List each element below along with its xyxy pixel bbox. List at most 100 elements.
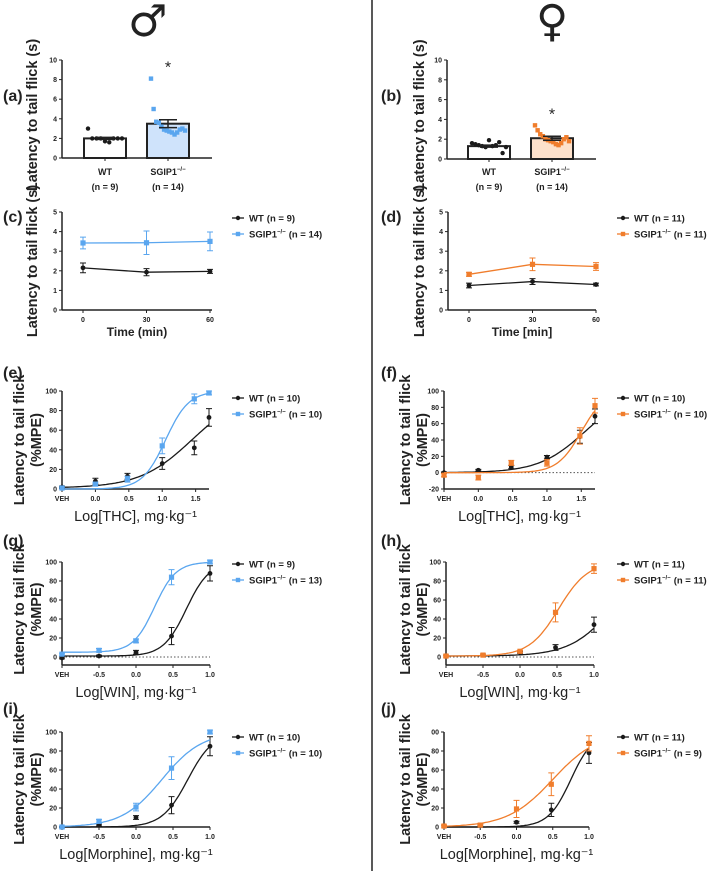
data-point: [148, 76, 154, 81]
female-symbol: ♀: [536, 0, 569, 47]
data-point: [207, 571, 213, 576]
legend-marker: [235, 734, 241, 740]
data-point: [177, 127, 182, 132]
x-tick-label: 1.0: [584, 834, 594, 841]
data-point: [577, 433, 583, 439]
data-point: [168, 574, 175, 580]
data-point: [102, 139, 108, 144]
data-point: [466, 283, 472, 288]
y-tick-label: 2: [53, 136, 57, 143]
y-tick-label: 2: [439, 268, 443, 275]
y-tick-label: 60: [433, 598, 441, 605]
data-point: [561, 137, 566, 142]
series-wt: [466, 278, 599, 289]
data-point: [592, 413, 598, 419]
data-point: [443, 653, 449, 659]
series-sgip1-ko: [80, 230, 213, 256]
panel-g: (g) 0 20 40 60 80 100 Latency to tail flick (%MP…: [3, 533, 322, 701]
y-tick-label: 1: [53, 288, 57, 295]
data-point: [206, 415, 212, 420]
x-axis-title: Log[THC], mg·kg⁻¹: [74, 509, 197, 525]
x-axis-title: Log[Morphine], mg·kg⁻¹: [440, 847, 594, 863]
legend-marker: [235, 215, 241, 221]
y-tick-label: 0: [438, 157, 442, 164]
data-point: [593, 282, 599, 287]
legend-entry: WT (n = 10): [232, 394, 300, 405]
y-axis-title: (%MPE): [29, 752, 45, 806]
legend-n: (n = 10): [652, 394, 686, 405]
legend-marker: [235, 750, 241, 756]
legend-entry: SGIP1−/− (n = 11): [617, 576, 707, 587]
y-tick-label: 60: [49, 768, 57, 775]
legend-marker: [235, 231, 241, 237]
data-point: [92, 481, 99, 487]
data-point: [207, 743, 213, 749]
legend-n: (n = 9): [674, 749, 702, 760]
y-axis-title: Latency to tail flick (s): [25, 39, 41, 191]
y-axis-title: Latency to tail flick: [12, 374, 28, 505]
data-point: [161, 127, 167, 132]
data-point: [540, 134, 546, 139]
data-point: [513, 806, 520, 812]
legend-n: (n = 11): [652, 560, 685, 571]
data-point: [480, 652, 486, 658]
data-point: [96, 818, 102, 824]
y-tick-label: 100: [427, 389, 439, 396]
legend-entry: WT (n = 10): [232, 733, 300, 744]
legend-entry: WT (n = 11): [617, 560, 685, 571]
x-tick-label: 0.5: [508, 496, 518, 503]
series-sgip1-ko: [441, 397, 598, 481]
y-tick-label: 40: [433, 617, 441, 624]
y-tick-label: 40: [49, 787, 57, 794]
fit-curve: [444, 422, 596, 474]
data-point: [538, 132, 543, 137]
data-point: [144, 269, 149, 275]
x-category-n: (n = 14): [152, 182, 184, 192]
data-point: [441, 472, 447, 478]
x-category-label: SGIP1−/−: [534, 167, 570, 177]
data-point: [486, 137, 492, 143]
y-tick-label: 0: [53, 308, 57, 315]
panel-a: (a) 0 2 4 6 8 10 Latency to tail flick (s) WT (n …: [3, 39, 212, 192]
legend-label: SGIP1−/− (n = 11): [634, 230, 707, 241]
superscript: −/−: [177, 167, 186, 173]
legend-entry: WT (n = 11): [617, 733, 685, 744]
error-bar: [159, 119, 177, 129]
y-tick-label: 00: [431, 730, 439, 737]
y-tick-label: 4: [53, 116, 57, 123]
x-tick-label: VEH: [437, 496, 451, 503]
x-tick-label: 0.5: [548, 834, 558, 841]
data-point: [172, 132, 177, 137]
y-tick-label: 60: [431, 421, 439, 428]
panel-label: (i): [3, 701, 18, 718]
legend-entry: WT (n = 10): [617, 394, 685, 405]
y-tick-label: 10: [434, 58, 442, 65]
data-point: [508, 460, 514, 466]
data-point: [96, 653, 102, 659]
legend-n: (n = 14): [289, 230, 323, 241]
data-point: [469, 140, 475, 146]
data-point: [543, 137, 548, 142]
legend-n: (n = 9): [267, 214, 295, 225]
y-axis-title: (%MPE): [29, 582, 45, 636]
data-point: [159, 124, 164, 129]
y-axis-title: (%MPE): [29, 413, 45, 467]
legend-label: WT (n = 11): [634, 733, 685, 744]
y-tick-label: 3: [439, 249, 443, 256]
legend-label: SGIP1−/− (n = 14): [249, 230, 322, 241]
y-tick-label: 0: [53, 156, 57, 163]
legend-marker: [620, 577, 626, 583]
legend-marker: [620, 411, 626, 417]
data-point: [115, 136, 120, 141]
data-point: [441, 823, 447, 829]
y-tick-label: 4: [439, 229, 443, 236]
data-point: [551, 139, 556, 145]
superscript: −/−: [662, 410, 671, 416]
data-point: [544, 454, 550, 460]
y-tick-label: 8: [438, 77, 442, 84]
data-point: [164, 128, 169, 133]
y-tick-label: 8: [53, 77, 57, 84]
data-point: [124, 476, 131, 482]
data-point: [564, 135, 569, 140]
